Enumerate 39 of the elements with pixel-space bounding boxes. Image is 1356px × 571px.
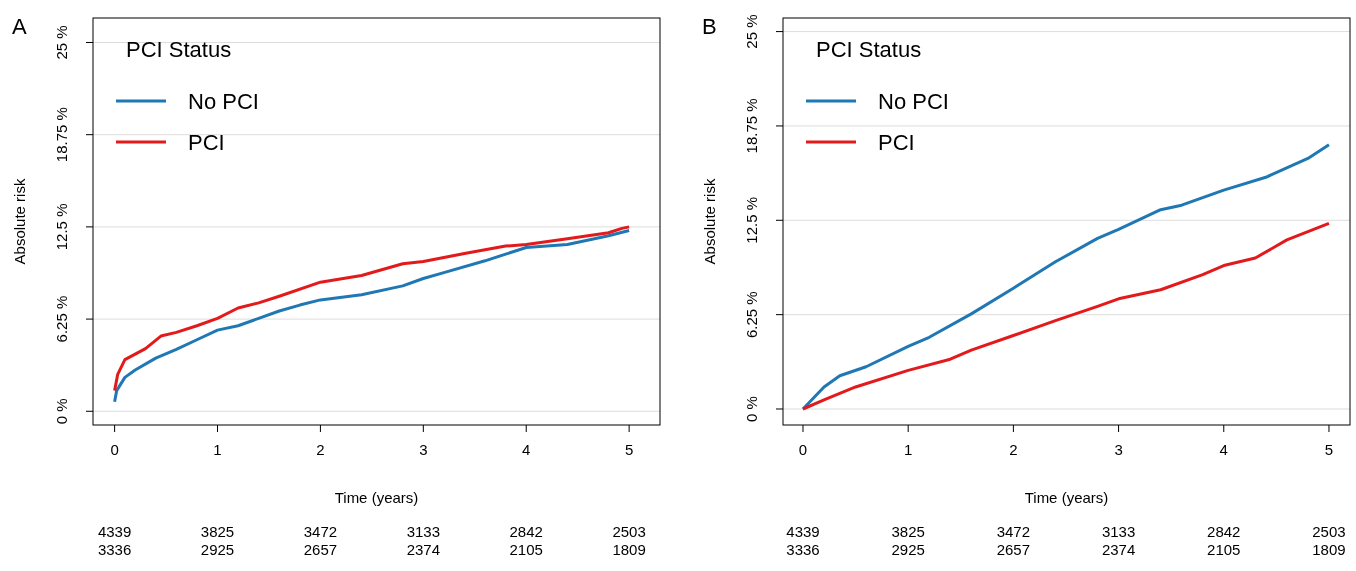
text: 4339 3825 3472 3133 2842 2503 xyxy=(786,523,1346,540)
legend-label: PCI xyxy=(188,130,225,155)
y-tick-label: 25 % xyxy=(53,25,70,60)
chart-title: A xyxy=(12,14,27,39)
y-tick-label: 12.5 % xyxy=(53,203,70,251)
legend-title: PCI Status xyxy=(126,37,232,62)
y-tick-label: 12.5 % xyxy=(743,196,760,244)
y-tick-label: 18.75 % xyxy=(743,98,760,154)
text: 3336 2925 2657 2374 2105 1809 xyxy=(786,541,1346,558)
y-axis-title: Absolute risk xyxy=(701,178,718,265)
x-tick-label: 0 xyxy=(798,441,808,458)
line-series xyxy=(801,221,1331,411)
legend-label: No PCI xyxy=(188,89,259,114)
legend-label: PCI xyxy=(878,130,915,155)
y-tick-label: 6.25 % xyxy=(53,295,70,343)
y-tick-label: 0 % xyxy=(53,398,70,425)
x-tick-label: 2 xyxy=(316,441,325,458)
y-tick-label: 6.25 % xyxy=(743,291,760,338)
chart-title: B xyxy=(702,14,717,39)
legend-label: No PCI xyxy=(878,89,949,114)
x-tick-label: 3 xyxy=(1114,441,1123,458)
text: 4339 3825 3472 3133 2842 2503 xyxy=(97,523,646,540)
x-tick-label: 0 xyxy=(110,441,119,458)
y-tick-label: 25 % xyxy=(743,14,760,49)
x-tick-label: 4 xyxy=(522,441,531,458)
x-tick-label: 5 xyxy=(1324,441,1334,458)
x-tick-label: 5 xyxy=(624,441,634,458)
legend-title: PCI Status xyxy=(816,37,922,62)
x-tick-label: 3 xyxy=(419,441,428,458)
x-tick-label: 2 xyxy=(1009,441,1018,458)
y-tick-label: 18.75 % xyxy=(53,107,70,163)
x-tick-label: 4 xyxy=(1219,441,1228,458)
x-tick-label: 1 xyxy=(904,441,913,458)
text: 3336 2925 2657 2374 2105 1809 xyxy=(97,541,646,558)
y-tick-label: 0 % xyxy=(743,396,760,422)
x-axis-title: Time (years) xyxy=(334,489,419,506)
x-tick-label: 1 xyxy=(213,441,222,458)
x-axis-title: Time (years) xyxy=(1024,489,1109,506)
y-axis-title: Absolute risk xyxy=(11,178,28,265)
